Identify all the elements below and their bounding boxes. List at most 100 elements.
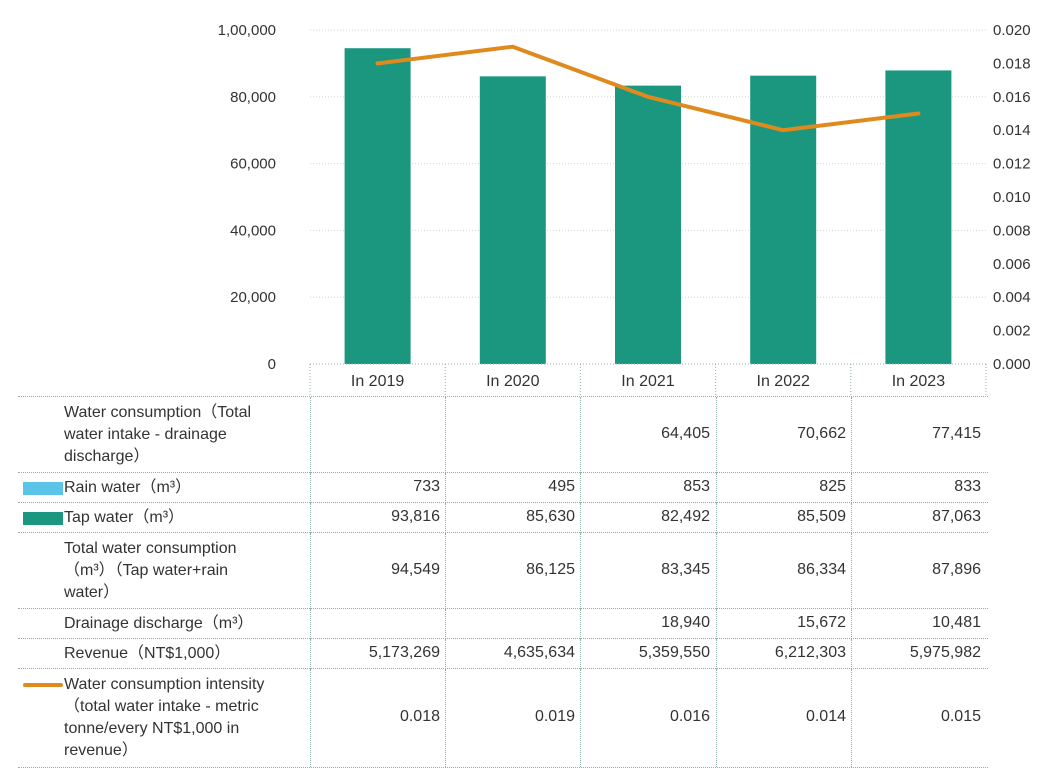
table-cell: 5,359,550 bbox=[638, 644, 710, 661]
table-cell: 64,405 bbox=[661, 425, 710, 442]
category-label: In 2019 bbox=[351, 373, 404, 390]
column-divider bbox=[580, 609, 581, 639]
table-cell: 6,212,303 bbox=[774, 644, 846, 661]
bar bbox=[750, 75, 817, 364]
row-label-line: water intake - drainage bbox=[64, 426, 227, 443]
table-cell: 0.019 bbox=[534, 708, 575, 725]
row-label: Total water consumption （m³）（Tap water+ra… bbox=[64, 538, 304, 604]
y-right-tick-label: 0.018 bbox=[993, 55, 1031, 72]
table-cell: 86,334 bbox=[797, 561, 846, 578]
table-cell: 10,481 bbox=[932, 614, 981, 631]
category-label: In 2021 bbox=[621, 373, 674, 390]
column-divider bbox=[851, 533, 852, 609]
y-right-tick-label: 0.016 bbox=[993, 89, 1031, 106]
column-divider bbox=[580, 503, 581, 533]
row-label-line: Revenue（NT$1,000） bbox=[64, 645, 231, 662]
y-right-tick-label: 0.004 bbox=[993, 289, 1031, 306]
bar bbox=[479, 76, 546, 364]
column-divider bbox=[716, 473, 717, 503]
table-cell: 15,672 bbox=[797, 614, 846, 631]
column-divider bbox=[851, 669, 852, 767]
column-divider bbox=[851, 473, 852, 503]
table-cell: 86,125 bbox=[526, 561, 575, 578]
column-divider bbox=[716, 397, 717, 473]
column-divider bbox=[580, 473, 581, 503]
y-left-tick-label: 1,00,000 bbox=[218, 22, 276, 39]
category-label: In 2022 bbox=[757, 373, 810, 390]
column-divider bbox=[445, 639, 446, 669]
category-label: In 2023 bbox=[892, 373, 945, 390]
column-divider bbox=[310, 669, 311, 767]
y-right-tick-label: 0.020 bbox=[993, 22, 1031, 39]
column-divider bbox=[310, 533, 311, 609]
column-divider bbox=[445, 397, 446, 473]
y-left-tick-label: 0 bbox=[268, 356, 276, 373]
chart: 0 20,000 40,000 60,000 80,000 1,00,000 0.000 0.… bbox=[218, 22, 1031, 396]
row-label-line: Drainage discharge（m³） bbox=[64, 615, 254, 632]
y-right-tick-label: 0.008 bbox=[993, 222, 1031, 239]
table-cell: 733 bbox=[413, 478, 440, 495]
table-cell: 87,896 bbox=[932, 561, 981, 578]
table-cell: 833 bbox=[954, 478, 981, 495]
table-cell: 93,816 bbox=[391, 508, 440, 525]
column-divider bbox=[310, 473, 311, 503]
table-cell: 70,662 bbox=[797, 425, 846, 442]
table-cell: 825 bbox=[819, 478, 846, 495]
table-cell: 0.015 bbox=[940, 708, 981, 725]
table-cell: 495 bbox=[548, 478, 575, 495]
column-divider bbox=[445, 503, 446, 533]
row-label-line: Water consumption（Total bbox=[64, 404, 252, 421]
bar bbox=[344, 48, 411, 365]
column-divider bbox=[310, 609, 311, 639]
table-cell: 5,173,269 bbox=[368, 644, 440, 661]
table-cell: 4,635,634 bbox=[503, 644, 575, 661]
row-label-line: Water consumption intensity bbox=[64, 676, 265, 693]
table-cell: 18,940 bbox=[661, 614, 710, 631]
row-label-line: tonne/every NT$1,000 in bbox=[64, 720, 240, 737]
column-divider bbox=[580, 669, 581, 767]
column-divider bbox=[445, 609, 446, 639]
column-divider bbox=[716, 503, 717, 533]
row-label-line: water） bbox=[64, 584, 120, 601]
category-label: In 2020 bbox=[486, 373, 539, 390]
table-cell: 85,509 bbox=[797, 508, 846, 525]
table-row: Water consumption（Total water intake - dr… bbox=[18, 396, 988, 473]
table-cell: 87,063 bbox=[932, 508, 981, 525]
column-divider bbox=[310, 503, 311, 533]
table-cell: 853 bbox=[683, 478, 710, 495]
y-right-tick-label: 0.006 bbox=[993, 256, 1031, 273]
row-label-line: revenue） bbox=[64, 742, 138, 759]
y-right-tick-label: 0.000 bbox=[993, 356, 1031, 373]
row-label-line: Tap water（m³） bbox=[64, 509, 185, 526]
column-divider bbox=[580, 397, 581, 473]
bar bbox=[615, 85, 681, 365]
table-cell: 0.014 bbox=[805, 708, 846, 725]
table-row: Revenue（NT$1,000） 5,173,269 4,635,634 5,359… bbox=[18, 638, 988, 669]
y-left-tick-label: 40,000 bbox=[230, 222, 276, 239]
column-divider bbox=[851, 503, 852, 533]
column-divider bbox=[445, 473, 446, 503]
table-cell: 0.018 bbox=[399, 708, 440, 725]
y-right-tick-label: 0.012 bbox=[993, 156, 1031, 173]
row-label: Rain water（m³） bbox=[64, 477, 304, 499]
legend-swatch-rain bbox=[23, 481, 63, 495]
row-label: Water consumption（Total water intake - dr… bbox=[64, 402, 304, 468]
table-row: Rain water（m³） 733 495 853 825 833 bbox=[18, 472, 988, 503]
legend-swatch-tap bbox=[23, 511, 63, 525]
column-divider bbox=[310, 639, 311, 669]
table-cell: 85,630 bbox=[526, 508, 575, 525]
column-divider bbox=[445, 533, 446, 609]
column-divider bbox=[851, 397, 852, 473]
bar bbox=[885, 70, 952, 364]
row-label: Drainage discharge（m³） bbox=[64, 613, 304, 635]
column-divider bbox=[716, 669, 717, 767]
column-divider bbox=[716, 533, 717, 609]
row-label-line: Rain water（m³） bbox=[64, 479, 192, 496]
y-right-tick-label: 0.014 bbox=[993, 122, 1031, 139]
column-divider bbox=[851, 609, 852, 639]
column-divider bbox=[716, 609, 717, 639]
y-left-tick-label: 60,000 bbox=[230, 156, 276, 173]
row-label-line: discharge） bbox=[64, 448, 150, 465]
y-left-tick-label: 20,000 bbox=[230, 289, 276, 306]
column-divider bbox=[310, 397, 311, 473]
